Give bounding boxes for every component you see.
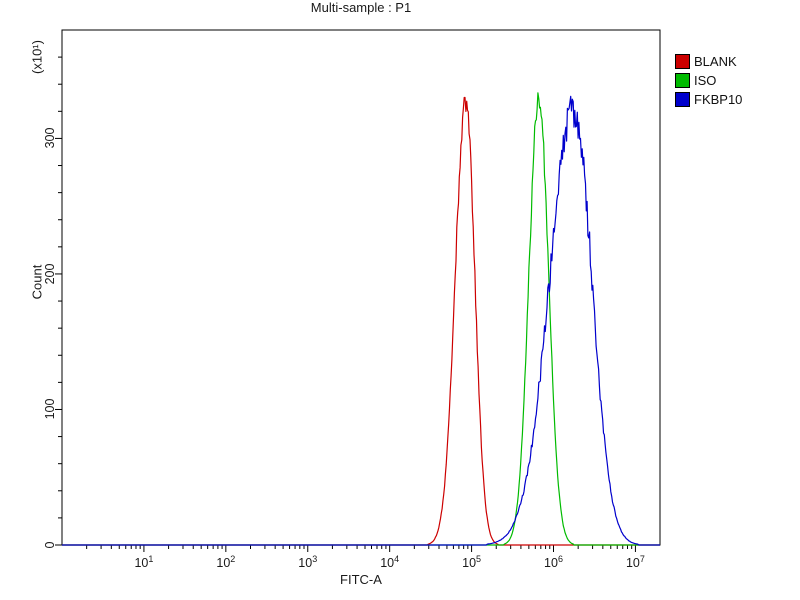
legend-swatch-icon [675, 92, 690, 107]
legend-swatch-icon [675, 73, 690, 88]
legend-label: FKBP10 [694, 92, 743, 107]
chart-title: Multi-sample : P1 [310, 0, 412, 15]
x-tick-label: 102 [216, 554, 236, 571]
curve-fkbp10 [62, 95, 660, 546]
legend: BLANK ISO FKBP10 [675, 52, 742, 109]
x-tick-label: 104 [380, 554, 400, 571]
plot-frame [61, 29, 661, 546]
x-tick-label: 101 [134, 554, 154, 571]
curve-iso [62, 92, 660, 546]
x-tick-label: 103 [298, 554, 318, 571]
x-tick-label: 106 [544, 554, 563, 571]
y-tick-label: 300 [43, 127, 57, 149]
x-tick-label: 105 [462, 554, 482, 571]
x-tick-label: 107 [625, 554, 645, 571]
legend-label: ISO [694, 73, 717, 88]
legend-item-fkbp10: FKBP10 [675, 90, 742, 109]
x-axis-label: FITC-A [340, 572, 382, 587]
legend-item-iso: ISO [675, 71, 742, 90]
y-tick-label: 200 [43, 263, 57, 285]
legend-label: BLANK [694, 54, 737, 69]
legend-item-blank: BLANK [675, 52, 742, 71]
y-tick-label: 0 [43, 541, 57, 549]
y-tick-label: 100 [43, 399, 57, 420]
curve-blank [62, 96, 660, 546]
legend-swatch-icon [675, 54, 690, 69]
